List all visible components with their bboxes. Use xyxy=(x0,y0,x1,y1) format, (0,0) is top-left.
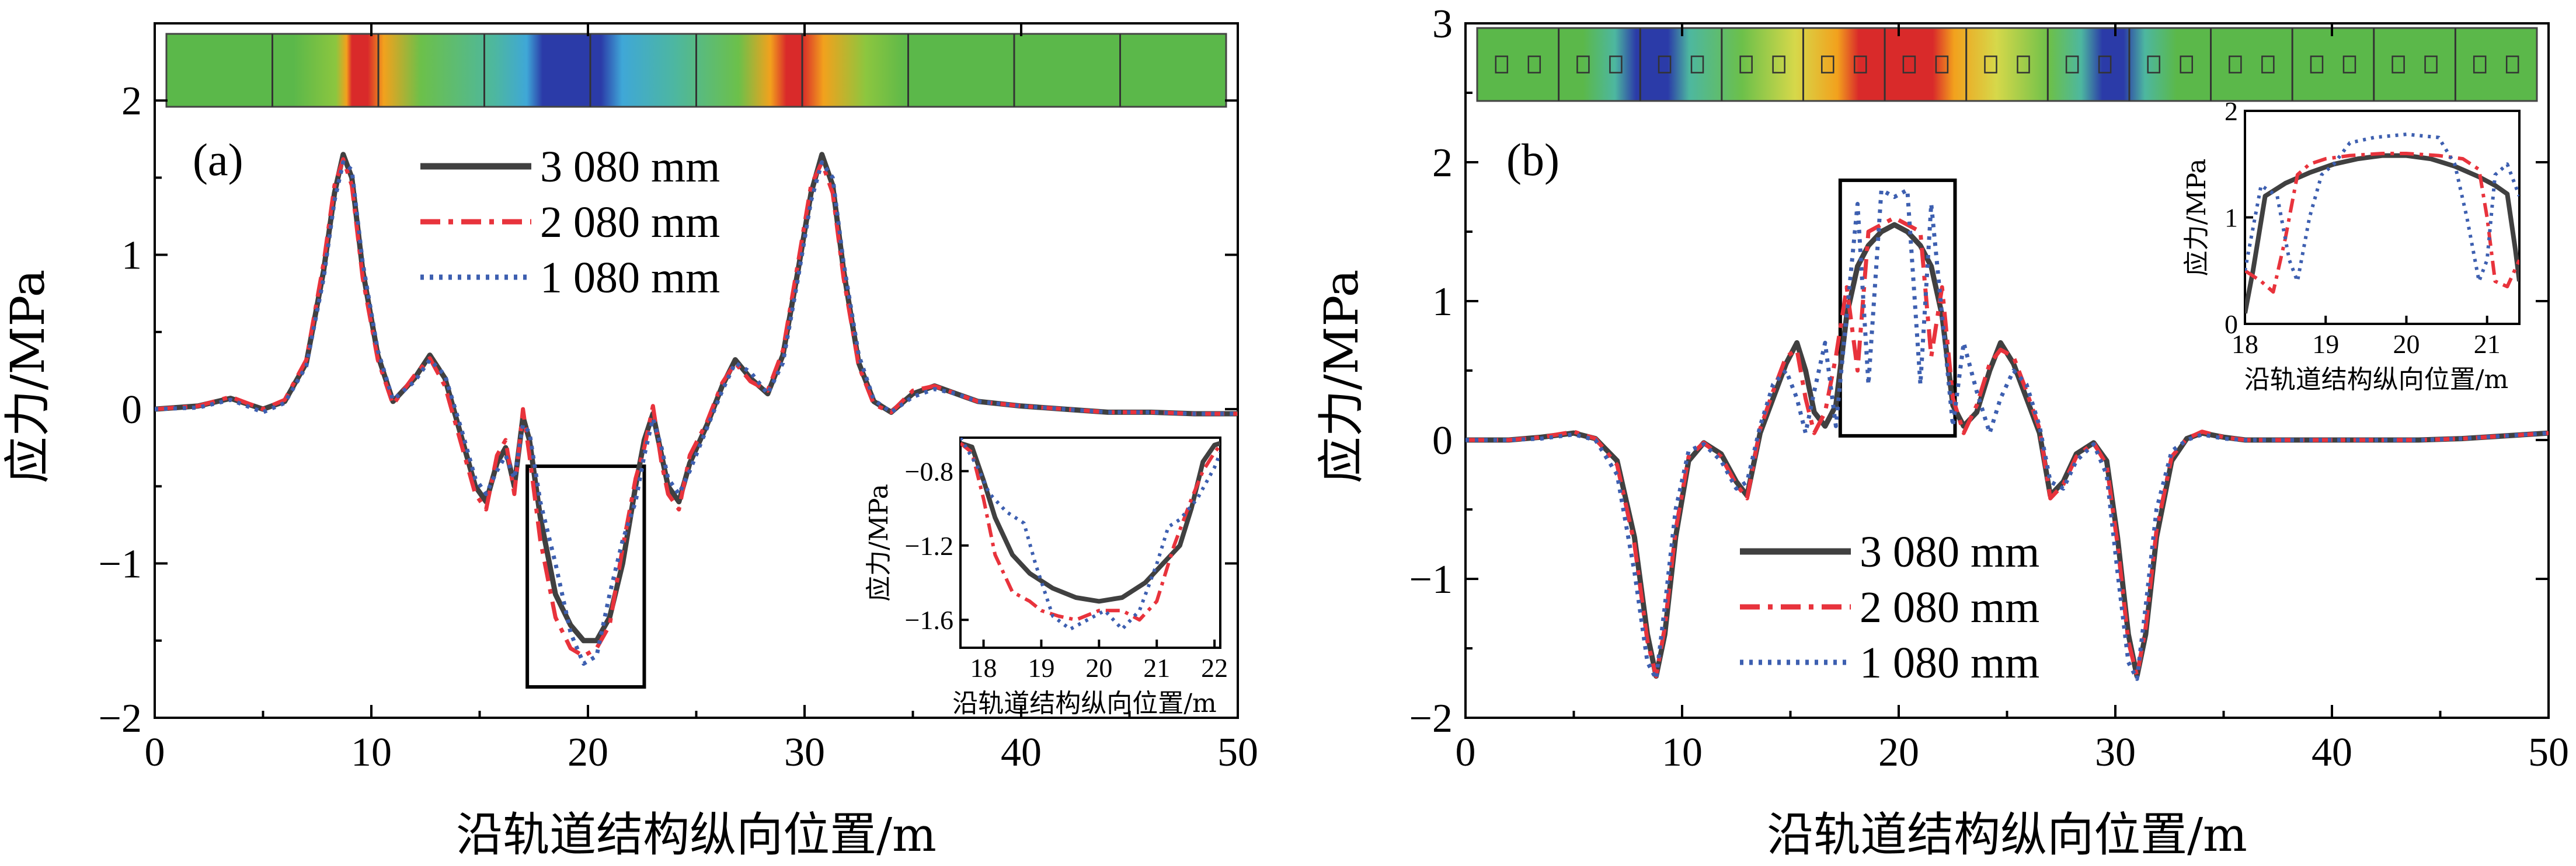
series-line-1080mm xyxy=(155,160,1238,666)
x-axis-title: 沿轨道结构纵向位置/m xyxy=(1767,808,2247,862)
y-tick-label: −2 xyxy=(1409,696,1453,741)
legend-label-2080mm: 2 080 mm xyxy=(540,198,720,247)
y-tick-label: 2 xyxy=(1432,141,1453,186)
chart-panel-b: 0 10 20 30 40 50−2−10123沿轨道结构纵向位置/m应力/MPa(b)3… xyxy=(1314,2,2569,862)
panel-label: (a) xyxy=(193,134,243,185)
inset-series-line-2080mm xyxy=(960,442,1220,622)
x-tick-label: 20 xyxy=(568,730,608,775)
y-axis-title: 应力/MPa xyxy=(1314,270,1369,484)
zoom-region-box xyxy=(1838,178,1957,438)
y-tick-label: 1 xyxy=(1432,280,1453,324)
inset-x-tick-label: 22 xyxy=(1201,653,1228,683)
y-tick-label: −1 xyxy=(1409,557,1453,602)
x-tick-label: 30 xyxy=(2095,730,2136,775)
legend-label-1080mm: 1 080 mm xyxy=(1860,638,2039,687)
contour-strip-sleeper-box xyxy=(2424,55,2438,74)
x-tick-label: 10 xyxy=(351,730,392,775)
inset-y-tick-label: 1 xyxy=(2225,203,2238,233)
series-line-2080mm xyxy=(155,157,1238,658)
inset-x-axis-title: 沿轨道结构纵向位置/m xyxy=(952,689,1217,718)
contour-strip-sleeper-box xyxy=(1821,55,1834,74)
inset-x-axis-title: 沿轨道结构纵向位置/m xyxy=(2244,365,2509,394)
inset-x-tick-label: 19 xyxy=(2312,329,2339,359)
legend-label-3080mm: 3 080 mm xyxy=(1860,528,2039,577)
x-tick-label: 10 xyxy=(1662,730,1703,775)
legend-label-3080mm: 3 080 mm xyxy=(540,142,720,191)
x-axis-title: 沿轨道结构纵向位置/m xyxy=(456,808,937,862)
y-tick-label: −2 xyxy=(99,696,142,741)
contour-strip-sleeper-box xyxy=(2017,55,2030,74)
y-tick-label: −1 xyxy=(99,542,142,587)
chart-panel-a: 0 10 20 30 40 50 −2 −1 0 1 2 沿轨道结构纵向位置/m 应力/MPa (a) 3 … xyxy=(1,22,1258,862)
legend: 3 080 mm 2 080 mm 1 080 mm xyxy=(420,142,720,302)
inset-y-tick-label: −1.2 xyxy=(905,531,953,561)
y-tick-label: 1 xyxy=(121,233,142,278)
x-tick-label: 0 xyxy=(145,730,165,775)
contour-strip-sleeper-box xyxy=(2261,55,2275,74)
contour-strip-sleeper-box xyxy=(2180,55,2193,74)
inset-series-line-1080mm xyxy=(960,438,1220,631)
legend: 3 080 mm 2 080 mm 1 080 mm xyxy=(1740,528,2039,687)
contour-strip-sleeper-box xyxy=(1854,55,1867,74)
contour-strip-sleeper-box xyxy=(2065,55,2079,74)
inset-y-axis-title: 应力/MPa xyxy=(2182,159,2212,277)
x-tick-label: 50 xyxy=(2528,730,2569,775)
inset-x-tick-label: 18 xyxy=(970,653,997,683)
inset-x-tick-label: 20 xyxy=(1085,653,1112,683)
contour-strip-sleeper-box xyxy=(1690,55,1704,74)
x-tick-label: 0 xyxy=(1456,730,1476,775)
x-tick-label: 50 xyxy=(1217,730,1258,775)
x-tick-label: 40 xyxy=(1001,730,1042,775)
legend-label-1080mm: 1 080 mm xyxy=(540,253,720,302)
x-tick-label: 20 xyxy=(1878,730,1919,775)
contour-strip-sleeper-box xyxy=(1527,55,1541,74)
inset-x-tick-label: 20 xyxy=(2393,329,2420,359)
legend-label-2080mm: 2 080 mm xyxy=(1860,583,2039,632)
contour-strip-sleeper-box xyxy=(1658,55,1672,74)
inset-series-line-3080mm xyxy=(2245,153,2519,314)
y-tick-label: 3 xyxy=(1432,2,1453,47)
inset-y-tick-label: 2 xyxy=(2225,96,2238,126)
contour-strip-sleeper-box xyxy=(1902,55,1916,74)
y-tick-label: 0 xyxy=(121,387,142,432)
y-tick-label: 0 xyxy=(1432,418,1453,463)
inset-y-tick-label: −1.6 xyxy=(905,605,953,635)
contour-strip-sleeper-box xyxy=(2505,55,2519,74)
inset-y-tick-label: 0 xyxy=(2225,309,2238,339)
inset-y-axis-title: 应力/MPa xyxy=(864,484,894,602)
contour-strip-sleeper-box xyxy=(1935,55,1949,74)
x-tick-label: 30 xyxy=(784,730,825,775)
contour-strip-sleeper-box xyxy=(2147,55,2160,74)
contour-strip-sleeper-box xyxy=(2473,55,2487,74)
y-axis-title: 应力/MPa xyxy=(1,270,55,484)
inset-x-tick-label: 18 xyxy=(2232,329,2258,359)
contour-strip-sleeper-box xyxy=(2098,55,2112,74)
inset-x-tick-label: 21 xyxy=(1143,653,1170,683)
contour-strip-sleeper-box xyxy=(1576,55,1590,74)
inset-chart: 18 19 20 21 22 −0.8 −1.2 −1.6 沿轨道结构纵向位置/m 应力/MPa xyxy=(864,437,1228,718)
inset-frame xyxy=(2244,110,2521,325)
contour-strip-sleeper-box xyxy=(1772,55,1785,74)
contour-strip-sleeper-box xyxy=(2342,55,2356,74)
inset-chart: 18 19 20 21 0 1 2 沿轨道结构纵向位置/m 应力/MPa xyxy=(2182,96,2521,394)
inset-x-tick-label: 21 xyxy=(2474,329,2501,359)
inset-x-tick-label: 19 xyxy=(1028,653,1054,683)
contour-strip-sleeper-box xyxy=(2229,55,2242,74)
contour-strip-sleeper-box xyxy=(1495,55,1509,74)
contour-strip-sleeper-box xyxy=(1739,55,1753,74)
contour-strip-sleeper-box xyxy=(2310,55,2324,74)
contour-strip-sleeper-box xyxy=(1609,55,1623,74)
inset-y-tick-label: −0.8 xyxy=(905,456,953,486)
contour-strip-sleeper-box xyxy=(1984,55,1997,74)
y-tick-label: 2 xyxy=(121,79,142,124)
x-tick-label: 40 xyxy=(2312,730,2352,775)
zoom-region-box xyxy=(525,464,646,689)
series-line-1080mm xyxy=(1465,188,2549,681)
contour-strip xyxy=(1476,27,2538,102)
contour-strip-sleeper-box xyxy=(2391,55,2405,74)
panel-label: (b) xyxy=(1506,134,1559,185)
